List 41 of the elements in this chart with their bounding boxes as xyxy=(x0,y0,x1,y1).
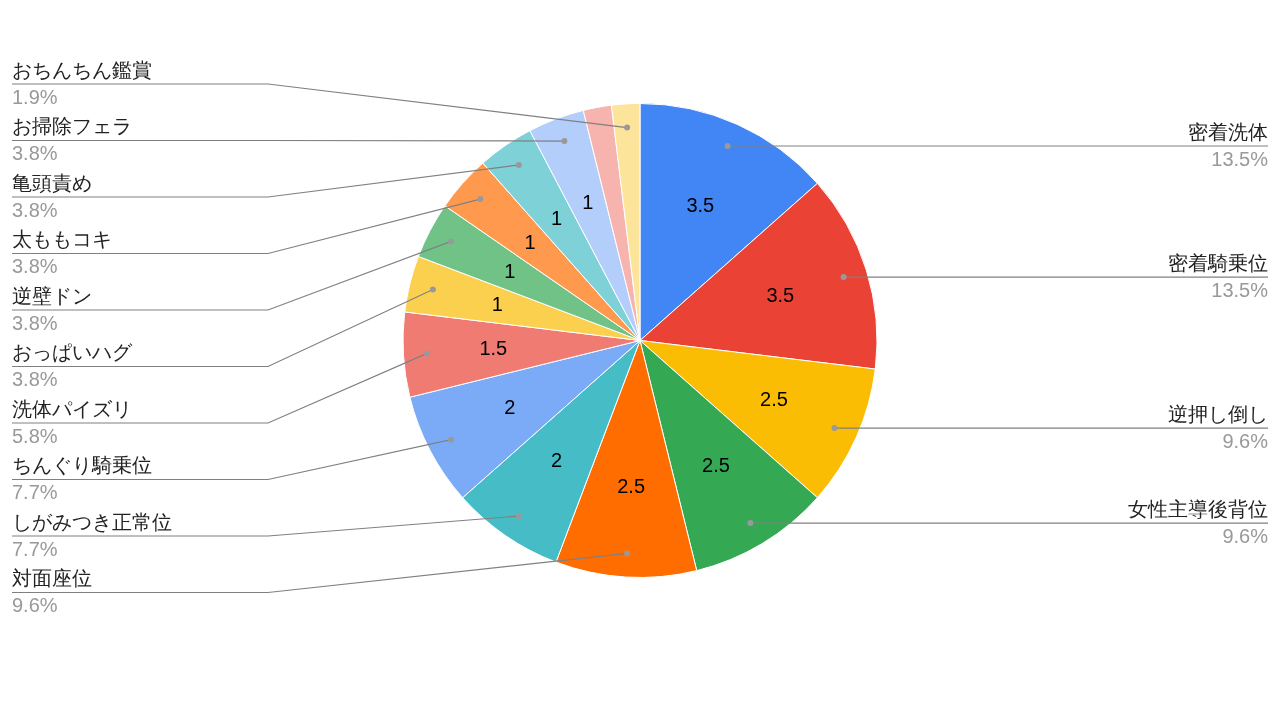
text: 5.8% xyxy=(12,424,58,447)
data-label: 2.5 xyxy=(702,453,730,476)
data-label: 2 xyxy=(504,396,516,419)
text: 1.9% xyxy=(12,85,58,108)
slice-label: 密着騎乗位 xyxy=(1168,251,1268,274)
text: 3.8% xyxy=(12,198,58,221)
slice-label: しがみつき正常位 xyxy=(12,510,172,533)
text: 3.8% xyxy=(12,311,58,334)
data-label: 1 xyxy=(504,259,516,282)
slice-label: おっぱいハグ xyxy=(12,341,133,364)
slice-label: 逆押し倒し xyxy=(1168,402,1268,425)
data-label: 1 xyxy=(524,230,536,253)
slice-label: 女性主導後背位 xyxy=(1128,497,1268,520)
text: 3.8% xyxy=(12,368,58,391)
slice-label: 洗体パイズリ xyxy=(12,397,132,420)
text: 7.7% xyxy=(12,481,58,504)
slice-label: 亀頭責め xyxy=(12,171,92,194)
data-label: 3.5 xyxy=(766,284,795,307)
slice-label: おちんちん鑑賞 xyxy=(12,58,152,81)
slice-label: ちんぐり騎乗位 xyxy=(12,454,152,477)
text: 3.8% xyxy=(12,255,58,278)
data-label: 1.5 xyxy=(479,336,508,359)
data-label: 2.5 xyxy=(617,474,646,497)
text: 13.5% xyxy=(1211,147,1268,170)
data-label: 1 xyxy=(491,292,503,315)
text: 9.6% xyxy=(1222,524,1268,547)
data-label: 2.5 xyxy=(760,388,788,411)
data-label: 2 xyxy=(550,448,563,471)
data-label: 1 xyxy=(550,207,563,230)
text: 9.6% xyxy=(12,594,58,617)
slice-label: お掃除フェラ xyxy=(12,115,132,138)
data-label: 1 xyxy=(582,190,594,213)
slice-label: 太ももコキ xyxy=(12,228,112,251)
data-label: 3.5 xyxy=(686,194,715,217)
slice-label: 対面座位 xyxy=(12,567,92,590)
text: 9.6% xyxy=(1222,429,1268,452)
text: 3.8% xyxy=(12,142,58,165)
slice-label: 逆壁ドン xyxy=(12,284,92,307)
text: 7.7% xyxy=(12,537,58,560)
slice-label: 密着洗体 xyxy=(1188,120,1268,143)
text: 13.5% xyxy=(1211,278,1268,301)
